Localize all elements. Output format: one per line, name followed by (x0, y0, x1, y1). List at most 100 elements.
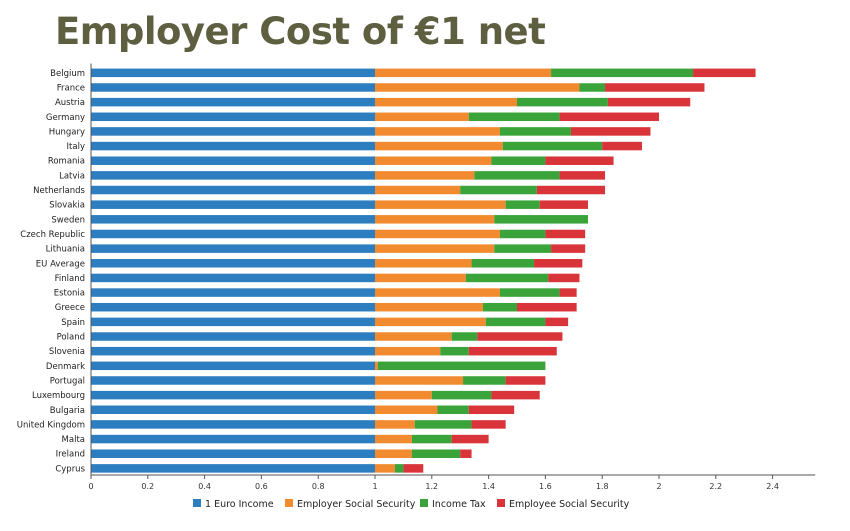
bar-segment (91, 112, 375, 122)
bar-segment (91, 317, 375, 327)
bar-segment (375, 127, 500, 136)
bar-segment (375, 215, 495, 224)
bar-segment (460, 185, 537, 195)
bar-segment (474, 171, 560, 180)
bar-segment (545, 156, 614, 165)
legend-swatch (497, 499, 505, 507)
category-label: Romania (48, 157, 85, 167)
legend-label: 1 Euro Income (205, 499, 274, 510)
bar-segment (607, 97, 691, 107)
category-label: Belgium (50, 69, 85, 79)
bar-segment (375, 346, 441, 356)
chart-title: Employer Cost of €1 net (55, 10, 546, 53)
bar-segment (545, 317, 569, 327)
category-label: Malta (62, 435, 85, 445)
category-labels: Belgium France Austria Germany Hungary Italy R… (17, 69, 86, 475)
bar-segment (375, 229, 500, 239)
bar-segment (375, 376, 464, 385)
bar-segment (375, 288, 500, 297)
bar-segment (375, 273, 466, 283)
bar-segment (414, 420, 472, 429)
bar-segment (494, 215, 588, 224)
bar-segment (91, 185, 375, 195)
bar-segment (375, 141, 503, 151)
legend-label: Employee Social Security (509, 499, 630, 510)
bar-segment (375, 302, 483, 312)
bar-segment (451, 434, 489, 444)
bar-segment (91, 288, 375, 297)
legend-swatch (193, 499, 201, 507)
bar-segment (559, 171, 606, 180)
category-label: Germany (46, 113, 85, 123)
bar-segment (463, 376, 506, 385)
x-tick-label: 2.2 (709, 482, 722, 491)
bar-segment (471, 259, 535, 268)
bar-segment (375, 332, 452, 341)
category-label: Austria (55, 98, 85, 108)
bar-segment (477, 332, 563, 341)
legend-swatch (285, 499, 293, 507)
bar-segment (375, 259, 472, 268)
bar-segment (375, 464, 395, 473)
bar-segment (91, 244, 375, 253)
bar-segment (91, 83, 375, 92)
bar-segment (91, 434, 375, 444)
bar-segment (91, 171, 375, 180)
bar-segment (551, 244, 586, 253)
bar-segment (411, 434, 452, 444)
x-tick-label: 0.8 (312, 482, 325, 491)
bar-segment (375, 156, 492, 165)
bar-segment (468, 346, 557, 356)
x-tick-label: 0.2 (141, 482, 154, 491)
bar-segment (494, 244, 552, 253)
bar-segment (91, 68, 375, 78)
category-label: EU Average (36, 259, 85, 269)
bar-segment (375, 200, 506, 209)
bar-segment (559, 112, 659, 122)
bar-segment (91, 376, 375, 385)
bar-segment (375, 112, 469, 122)
bar-segment (91, 215, 375, 224)
bar-segment (437, 405, 469, 415)
bar-segment (91, 97, 375, 107)
bar-segment (91, 302, 375, 312)
bar-segment (517, 97, 608, 107)
bar-segment (499, 288, 560, 297)
bar-segment (491, 156, 546, 165)
bar-segment (499, 127, 571, 136)
legend: 1 Euro Income Employer Social Security Inc… (193, 499, 630, 510)
x-tick-label: 0.4 (198, 482, 211, 491)
bar-segment (375, 361, 378, 371)
bar-segment (431, 390, 492, 400)
bar-segment (534, 259, 583, 268)
category-label: Luxembourg (32, 391, 85, 401)
bar-segment (482, 302, 517, 312)
category-label: Greece (55, 303, 85, 313)
bar-segment (411, 449, 461, 458)
bar-segment (91, 346, 375, 356)
bar-segment (517, 302, 577, 312)
bar-segment (499, 229, 546, 239)
bar-segment (440, 346, 469, 356)
bar-segment (375, 97, 517, 107)
bar-segment (570, 127, 651, 136)
x-tick-label: 1.4 (482, 482, 495, 491)
category-label: France (57, 83, 85, 93)
bar-segment (375, 244, 495, 253)
bar-segment (605, 83, 705, 92)
category-label: Sweden (51, 215, 85, 225)
bar-segment (502, 141, 603, 151)
category-label: Cyprus (55, 464, 85, 474)
bar-segment (602, 141, 642, 151)
bar-segment (394, 464, 404, 473)
category-label: Denmark (46, 362, 85, 372)
bar-segment (485, 317, 546, 327)
bar-segment (91, 361, 375, 371)
x-tick-label: 1.6 (539, 482, 552, 491)
bar-segment (693, 68, 756, 78)
bar-segment (91, 259, 375, 268)
bar-segment (91, 420, 375, 429)
bar-segment (375, 434, 412, 444)
bar-segment (91, 200, 375, 209)
